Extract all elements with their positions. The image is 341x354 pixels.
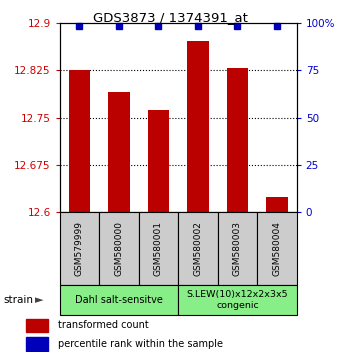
Text: percentile rank within the sample: percentile rank within the sample xyxy=(58,339,223,349)
Text: GSM580002: GSM580002 xyxy=(193,221,203,276)
Bar xyxy=(27,319,48,332)
Bar xyxy=(257,212,297,285)
Bar xyxy=(148,110,169,212)
Text: GSM580003: GSM580003 xyxy=(233,221,242,276)
Text: Dahl salt-sensitve: Dahl salt-sensitve xyxy=(75,295,163,305)
Text: S.LEW(10)x12x2x3x5
congenic: S.LEW(10)x12x2x3x5 congenic xyxy=(187,290,288,310)
Bar xyxy=(178,285,297,315)
Bar xyxy=(99,212,139,285)
Bar xyxy=(27,337,48,351)
Text: GSM580004: GSM580004 xyxy=(272,221,281,276)
Bar xyxy=(178,212,218,285)
Bar xyxy=(218,212,257,285)
Bar xyxy=(139,212,178,285)
Bar xyxy=(60,285,178,315)
Text: GSM580001: GSM580001 xyxy=(154,221,163,276)
Text: GDS3873 / 1374391_at: GDS3873 / 1374391_at xyxy=(93,11,248,24)
Bar xyxy=(266,197,288,212)
Text: ►: ► xyxy=(35,295,43,305)
Bar xyxy=(69,70,90,212)
Bar xyxy=(60,212,99,285)
Text: strain: strain xyxy=(3,295,33,305)
Text: GSM579999: GSM579999 xyxy=(75,221,84,276)
Bar xyxy=(187,41,209,212)
Bar xyxy=(108,92,130,212)
Text: GSM580000: GSM580000 xyxy=(115,221,123,276)
Text: transformed count: transformed count xyxy=(58,320,149,330)
Bar xyxy=(226,68,248,212)
